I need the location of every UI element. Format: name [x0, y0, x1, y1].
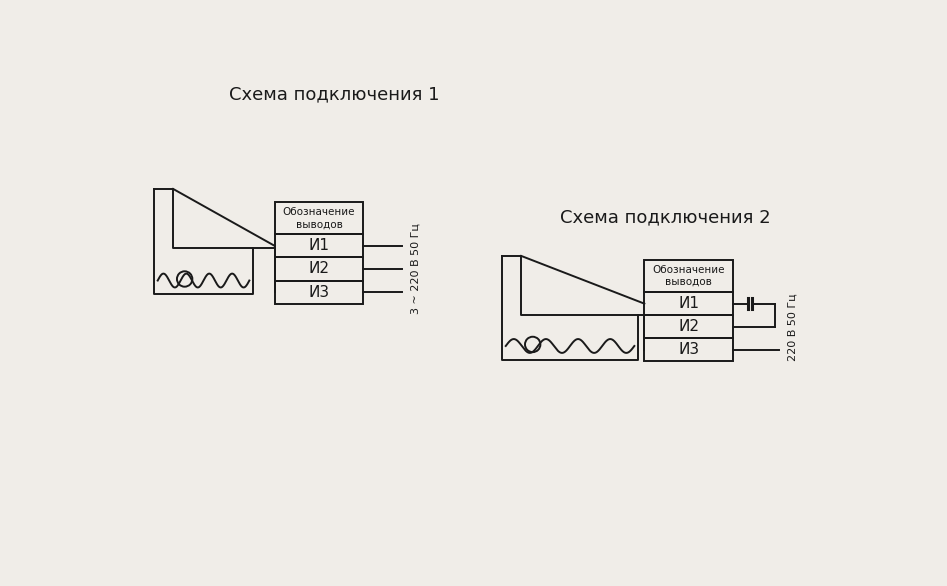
Bar [644, 338, 733, 362]
Text: И2: И2 [309, 261, 330, 277]
Bar [275, 257, 364, 281]
Text: Схема подключения 1: Схема подключения 1 [228, 85, 439, 103]
Text: Обозначение
выводов: Обозначение выводов [652, 265, 724, 287]
Bar [275, 234, 364, 257]
Bar [644, 260, 733, 292]
Bar [644, 292, 733, 315]
Text: И1: И1 [309, 239, 330, 253]
Text: И1: И1 [678, 296, 699, 311]
Text: Схема подключения 2: Схема подключения 2 [560, 209, 770, 226]
Text: И3: И3 [678, 342, 699, 357]
Bar [644, 315, 733, 338]
Text: Обозначение
выводов: Обозначение выводов [283, 207, 355, 229]
Bar [275, 281, 364, 304]
Text: И3: И3 [309, 285, 330, 299]
Text: 3 ~ 220 В 50 Гц: 3 ~ 220 В 50 Гц [411, 223, 420, 315]
Bar [275, 202, 364, 234]
Text: 220 В 50 Гц: 220 В 50 Гц [787, 293, 797, 360]
Text: И2: И2 [678, 319, 699, 334]
